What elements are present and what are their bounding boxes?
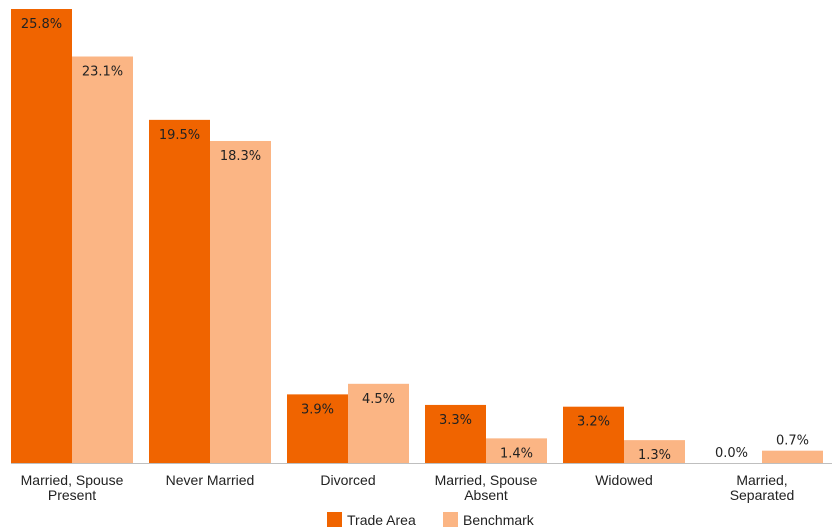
trade-area-value-label-0: 25.8%	[21, 17, 62, 32]
category-label-line: Married,	[736, 472, 787, 488]
benchmark-bar-0	[72, 56, 133, 463]
benchmark-bar-3	[486, 438, 547, 463]
legend-label-trade-area: Trade Area	[347, 512, 416, 528]
category-label-5: Married, Separated	[730, 472, 795, 503]
legend-swatch-benchmark	[443, 512, 458, 527]
benchmark-bar-2	[348, 383, 409, 463]
benchmark-value-label-0: 23.1%	[82, 65, 123, 80]
category-label-0: Married, Spouse Present	[21, 472, 124, 503]
benchmark-bar-4	[624, 440, 685, 463]
benchmark-value-label-1: 18.3%	[220, 149, 261, 164]
trade-area-bar-4	[563, 406, 624, 463]
category-label-line: Never Married	[166, 472, 255, 488]
trade-area-value-label-5: 0.0%	[715, 446, 748, 461]
legend: Trade Area Benchmark	[327, 512, 535, 528]
benchmark-bar-5	[762, 450, 823, 463]
trade-area-value-label-1: 19.5%	[159, 128, 200, 143]
category-label-2: Divorced	[320, 472, 375, 488]
category-label-line: Widowed	[595, 472, 653, 488]
trade-area-value-label-2: 3.9%	[301, 402, 334, 417]
category-label-line: Married, Spouse	[435, 472, 538, 488]
category-label-line: Absent	[464, 487, 508, 503]
legend-swatch-trade-area	[327, 512, 342, 527]
legend-label-benchmark: Benchmark	[463, 512, 535, 528]
benchmark-value-label-5: 0.7%	[776, 434, 809, 449]
category-label-line: Married, Spouse	[21, 472, 124, 488]
benchmark-value-label-3: 1.4%	[500, 446, 533, 461]
category-label-1: Never Married	[166, 472, 255, 488]
benchmark-value-label-2: 4.5%	[362, 392, 395, 407]
benchmark-value-label-4: 1.3%	[638, 448, 671, 463]
category-label-3: Married, Spouse Absent	[435, 472, 538, 503]
value-labels-group: 25.8% 23.1% 19.5% 18.3% 3.9% 4.5% 3.3% 1.4% 3.2%…	[21, 17, 809, 463]
trade-area-bar-3	[425, 404, 486, 463]
trade-area-bar-2	[287, 394, 348, 463]
trade-area-value-label-4: 3.2%	[577, 415, 610, 430]
category-label-line: Divorced	[320, 472, 375, 488]
trade-area-bar-0	[11, 9, 72, 463]
bars-group	[11, 9, 823, 463]
category-label-line: Separated	[730, 487, 795, 503]
trade-area-value-label-3: 3.3%	[439, 413, 472, 428]
benchmark-bar-1	[210, 140, 271, 463]
category-label-line: Present	[48, 487, 96, 503]
category-label-4: Widowed	[595, 472, 653, 488]
trade-area-bar-1	[149, 119, 210, 463]
